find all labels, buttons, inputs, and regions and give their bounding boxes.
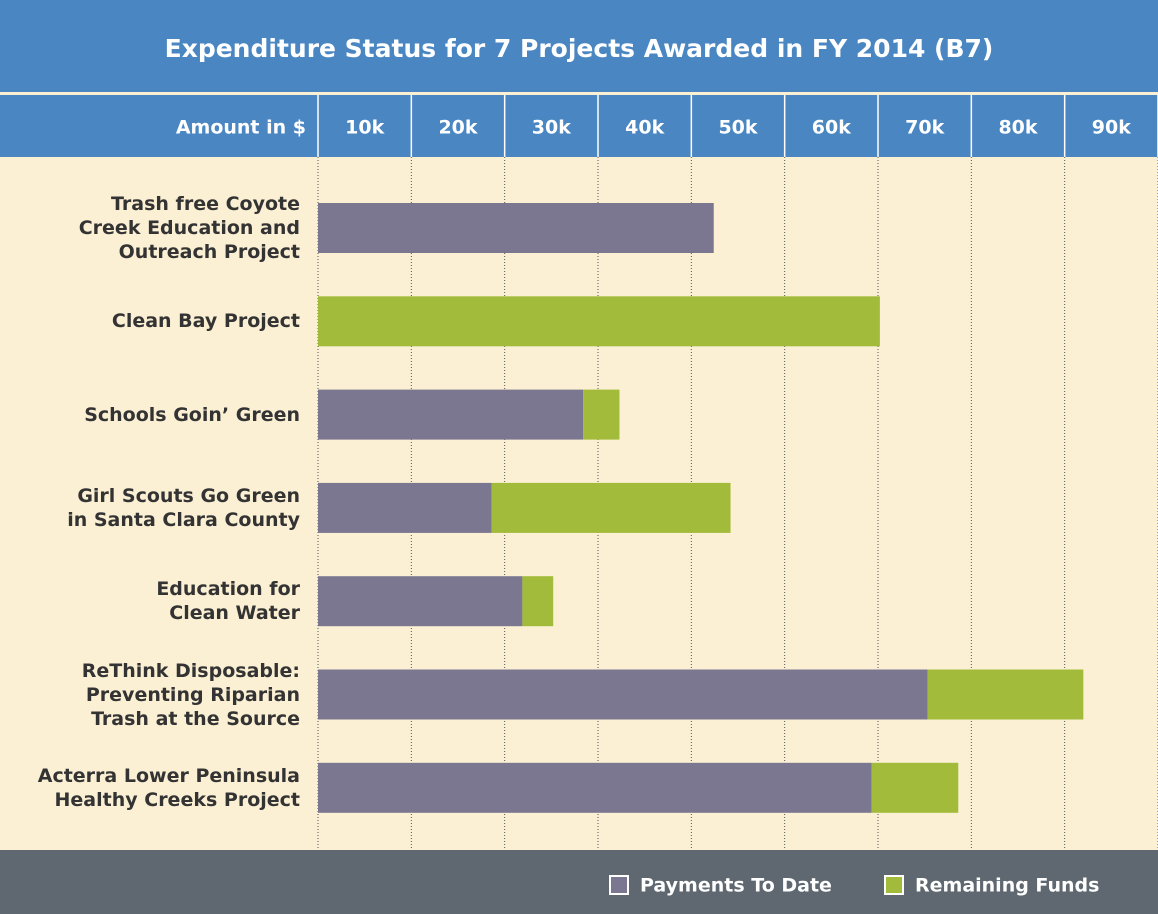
legend-label: Payments To Date	[640, 875, 832, 897]
category-label: ReThink Disposable: Preventing Riparian …	[81, 659, 300, 730]
bar-segment	[491, 482, 731, 533]
chart-title: Expenditure Status for 7 Projects Awarde…	[165, 34, 994, 63]
category-label: Girl Scouts Go Green in Santa Clara Coun…	[67, 484, 300, 531]
legend-swatch	[609, 875, 629, 895]
legend-label: Remaining Funds	[915, 875, 1099, 897]
x-tick-label: 40k	[625, 117, 664, 139]
x-tick-label: 30k	[532, 117, 571, 139]
bar-segment	[871, 762, 959, 813]
x-tick-label: 10k	[345, 117, 384, 139]
bar-segment	[522, 576, 554, 627]
legend-band	[0, 850, 1158, 914]
x-tick-label: 20k	[438, 117, 477, 139]
bar-segment	[583, 389, 620, 440]
x-tick-label: 70k	[905, 117, 944, 139]
category-label: Acterra Lower Peninsula Healthy Creeks P…	[37, 764, 300, 811]
category-label: Trash free Coyote Creek Education and Ou…	[78, 193, 300, 263]
category-label: Education for Clean Water	[156, 578, 300, 625]
bar-segment	[318, 762, 872, 813]
x-tick-label: 90k	[1092, 117, 1131, 139]
x-tick-label: 50k	[718, 117, 757, 139]
legend-swatch	[884, 875, 904, 895]
bar-segment	[318, 482, 492, 533]
bar-segment	[318, 296, 880, 347]
category-label: Clean Bay Project	[111, 310, 300, 333]
x-tick-label: 60k	[812, 117, 851, 139]
bar-segment	[318, 389, 584, 440]
bar-segment	[318, 576, 523, 627]
title-band	[0, 0, 1158, 92]
bar-segment	[318, 669, 928, 720]
category-label: Schools Goin’ Green	[84, 403, 300, 426]
bar-segment	[927, 669, 1084, 720]
x-tick-label: 80k	[998, 117, 1037, 139]
x-axis-label: Amount in $	[176, 117, 306, 139]
header-band	[0, 95, 1158, 157]
bar-segment	[318, 203, 714, 253]
